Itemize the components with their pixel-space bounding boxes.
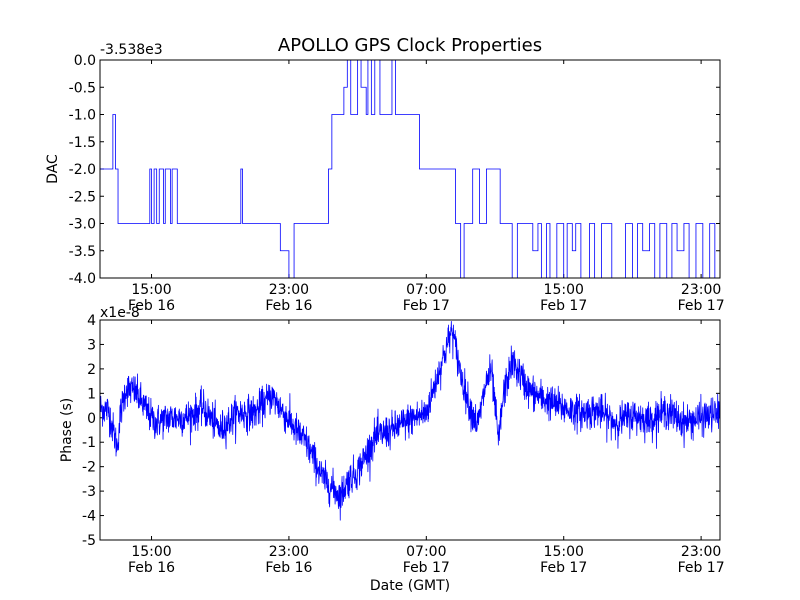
dac-x-tick-time-label: 07:00 xyxy=(406,282,446,298)
phase-axes-frame xyxy=(99,319,721,541)
dac-x-tick-time-label: 23:00 xyxy=(681,282,721,298)
phase-x-tick-date-label: Feb 17 xyxy=(403,560,450,576)
dac-x-tick-time-label: 15:00 xyxy=(544,282,584,298)
phase-y-tick-label: 1 xyxy=(87,386,96,402)
x-axis-label: Date (GMT) xyxy=(370,578,450,594)
phase-y-tick-label: 2 xyxy=(87,362,96,378)
dac-x-tick-date-label: Feb 17 xyxy=(540,298,587,314)
phase-x-tick-time-label: 15:00 xyxy=(131,544,171,560)
phase-y-axis-label: Phase (s) xyxy=(59,398,75,462)
phase-offset-label: x1e-8 xyxy=(100,305,140,321)
phase-series-line xyxy=(99,320,721,521)
dac-y-tick-label: -3.0 xyxy=(69,217,96,233)
phase-x-tick-time-label: 23:00 xyxy=(681,544,721,560)
phase-y-tick-label: -2 xyxy=(82,460,96,476)
phase-x-tick-date-label: Feb 17 xyxy=(540,560,587,576)
phase-x-tick-time-label: 23:00 xyxy=(269,544,309,560)
dac-ticks: 0.0 -0.5 -1.0 -1.5 -2.0 -2.5 -3.0 -3.5 -4.0 15:00… xyxy=(69,53,725,314)
dac-y-tick-label: -2.5 xyxy=(69,189,96,205)
dac-x-tick-time-label: 15:00 xyxy=(131,282,171,298)
phase-y-tick-label: -1 xyxy=(82,435,96,451)
phase-x-tick-date-label: Feb 17 xyxy=(678,560,725,576)
dac-x-tick-date-label: Feb 16 xyxy=(265,298,312,314)
phase-y-tick-label: -4 xyxy=(82,509,96,525)
dac-y-tick-label: -1.0 xyxy=(69,108,96,124)
phase-y-tick-label: 0 xyxy=(87,411,96,427)
dac-x-tick-date-label: Feb 16 xyxy=(128,298,175,314)
dac-y-axis-label: DAC xyxy=(45,154,61,184)
phase-y-tick-label: 3 xyxy=(87,337,96,353)
phase-x-tick-date-label: Feb 16 xyxy=(265,560,312,576)
dac-offset-label: -3.538e3 xyxy=(100,42,163,58)
phase-y-tick-label: -5 xyxy=(82,533,96,549)
dac-y-tick-label: -2.0 xyxy=(69,162,96,178)
dac-y-tick-label: -0.5 xyxy=(69,80,96,96)
dac-panel: 0.0 -0.5 -1.0 -1.5 -2.0 -2.5 -3.0 -3.5 -4.0 15:00… xyxy=(45,42,725,314)
phase-x-tick-date-label: Feb 16 xyxy=(128,560,175,576)
dac-axes-frame xyxy=(99,59,721,279)
phase-y-tick-label: 4 xyxy=(87,313,96,329)
dac-x-tick-time-label: 23:00 xyxy=(269,282,309,298)
phase-x-tick-time-label: 07:00 xyxy=(406,544,446,560)
dac-x-tick-date-label: Feb 17 xyxy=(678,298,725,314)
dac-y-tick-label: -3.5 xyxy=(69,244,96,260)
dac-y-tick-label: -4.0 xyxy=(69,271,96,287)
phase-y-tick-label: -3 xyxy=(82,484,96,500)
dac-y-tick-label: -1.5 xyxy=(69,135,96,151)
chart-title: APOLLO GPS Clock Properties xyxy=(278,35,542,56)
dac-y-tick-label: 0.0 xyxy=(74,53,96,69)
dac-x-tick-date-label: Feb 17 xyxy=(403,298,450,314)
phase-x-tick-time-label: 15:00 xyxy=(544,544,584,560)
